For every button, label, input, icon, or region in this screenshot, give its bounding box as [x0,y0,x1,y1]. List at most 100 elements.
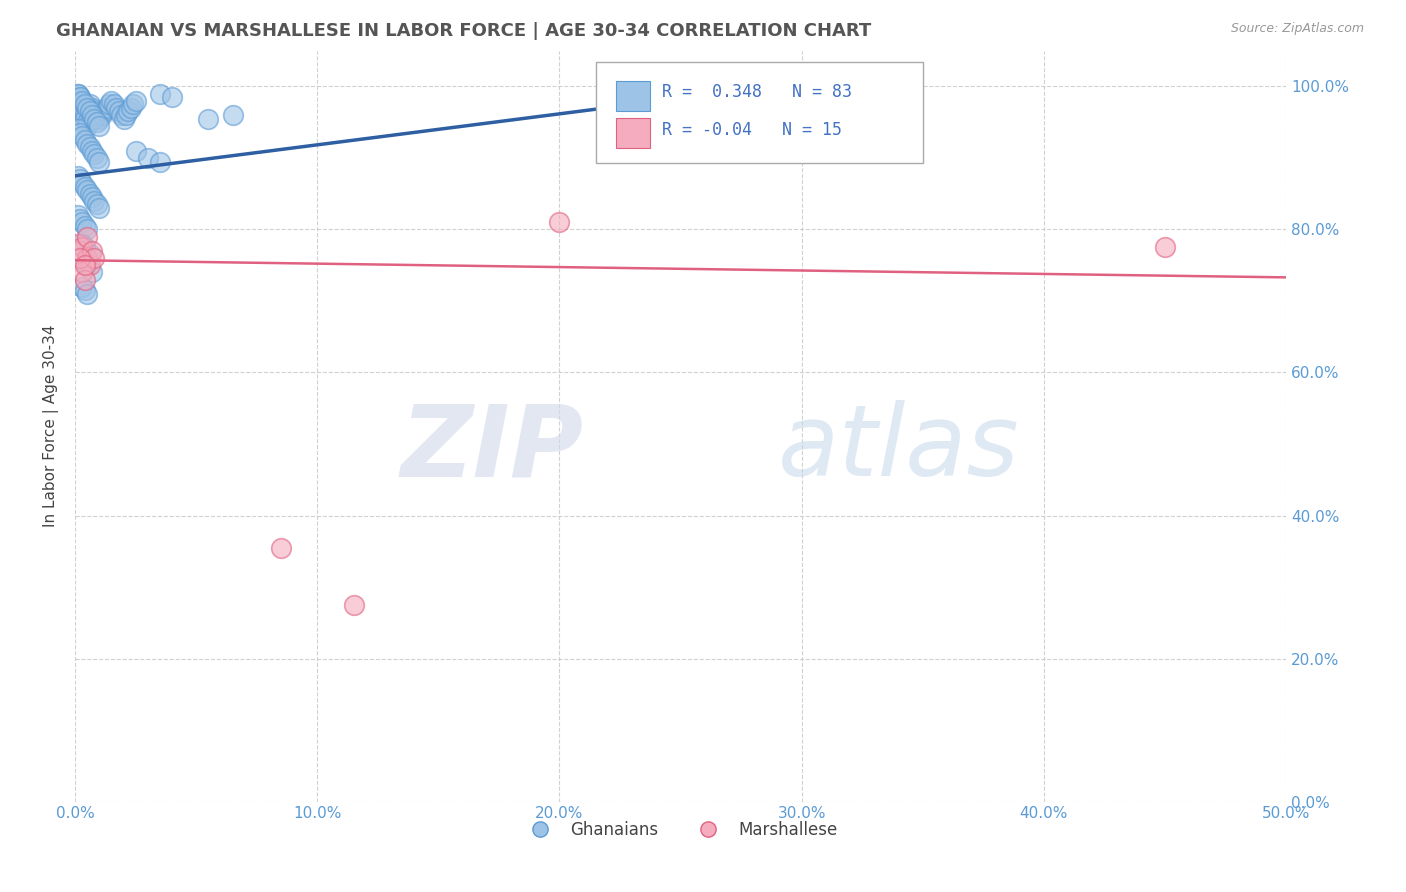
Point [83,104,105,119]
Point [117,104,139,119]
Point [124,144,146,158]
Point [72,265,94,279]
Point [76,136,98,151]
Point [76,251,98,265]
Point [89,201,111,215]
Point [73,240,96,254]
Point [80,108,103,122]
Point [86,108,108,122]
Point [76,229,98,244]
Point [83,194,105,208]
Point [96,101,118,115]
Point [79,140,101,154]
Point [72,279,94,293]
Point [89,119,111,133]
Point [100,94,122,108]
Point [69,211,91,226]
Point [342,598,364,612]
Point [105,101,128,115]
Point [110,108,132,122]
Point [72,104,94,119]
Point [83,112,105,126]
Point [122,97,145,112]
Point [73,108,96,122]
Point [86,115,108,129]
Point [83,251,105,265]
Point [73,97,96,112]
Point [136,151,159,165]
Point [79,97,101,112]
Point [83,147,105,161]
Point [98,97,121,112]
Point [79,258,101,272]
Point [1154,240,1177,254]
Text: Source: ZipAtlas.com: Source: ZipAtlas.com [1230,22,1364,36]
Point [72,236,94,251]
Point [270,541,292,555]
Point [66,87,89,101]
Point [86,151,108,165]
Point [69,251,91,265]
Point [80,101,103,115]
Point [115,108,138,122]
Point [72,129,94,144]
Bar [616,80,650,111]
Point [69,94,91,108]
Point [69,90,91,104]
Point [66,208,89,222]
Point [73,272,96,286]
Point [548,215,571,229]
Point [73,179,96,194]
Point [149,154,172,169]
Point [66,169,89,183]
Point [93,104,115,119]
Point [69,172,91,186]
Point [66,236,89,251]
Point [221,108,243,122]
Point [66,87,89,101]
Point [69,244,91,258]
Text: R =  0.348   N = 83: R = 0.348 N = 83 [662,83,852,101]
Point [76,119,98,133]
Text: R = -0.04   N = 15: R = -0.04 N = 15 [662,120,842,138]
Text: ZIP: ZIP [401,401,583,497]
Point [160,90,183,104]
Point [73,283,96,297]
Point [149,87,172,101]
Point [72,240,94,254]
Point [73,219,96,233]
Point [779,83,801,97]
Point [76,258,98,272]
Point [72,215,94,229]
Point [73,112,96,126]
Point [79,186,101,201]
Point [89,112,111,126]
Point [80,144,103,158]
Point [124,94,146,108]
Point [69,90,91,104]
Point [72,97,94,112]
Point [76,222,98,236]
Point [76,101,98,115]
Point [79,104,101,119]
Point [79,247,101,261]
Legend: Ghanaians, Marshallese: Ghanaians, Marshallese [517,814,844,846]
Point [66,122,89,136]
Point [80,244,103,258]
Point [72,94,94,108]
FancyBboxPatch shape [596,62,922,163]
Text: GHANAIAN VS MARSHALLESE IN LABOR FORCE | AGE 30-34 CORRELATION CHART: GHANAIAN VS MARSHALLESE IN LABOR FORCE |… [56,22,872,40]
Point [69,126,91,140]
Text: atlas: atlas [778,401,1019,497]
Point [76,286,98,301]
Point [80,265,103,279]
Point [90,108,112,122]
Point [73,258,96,272]
Y-axis label: In Labor Force | Age 30-34: In Labor Force | Age 30-34 [44,325,59,527]
Point [103,97,125,112]
Point [107,104,129,119]
Point [76,183,98,197]
Point [80,190,103,204]
Point [73,133,96,147]
Point [717,97,740,112]
